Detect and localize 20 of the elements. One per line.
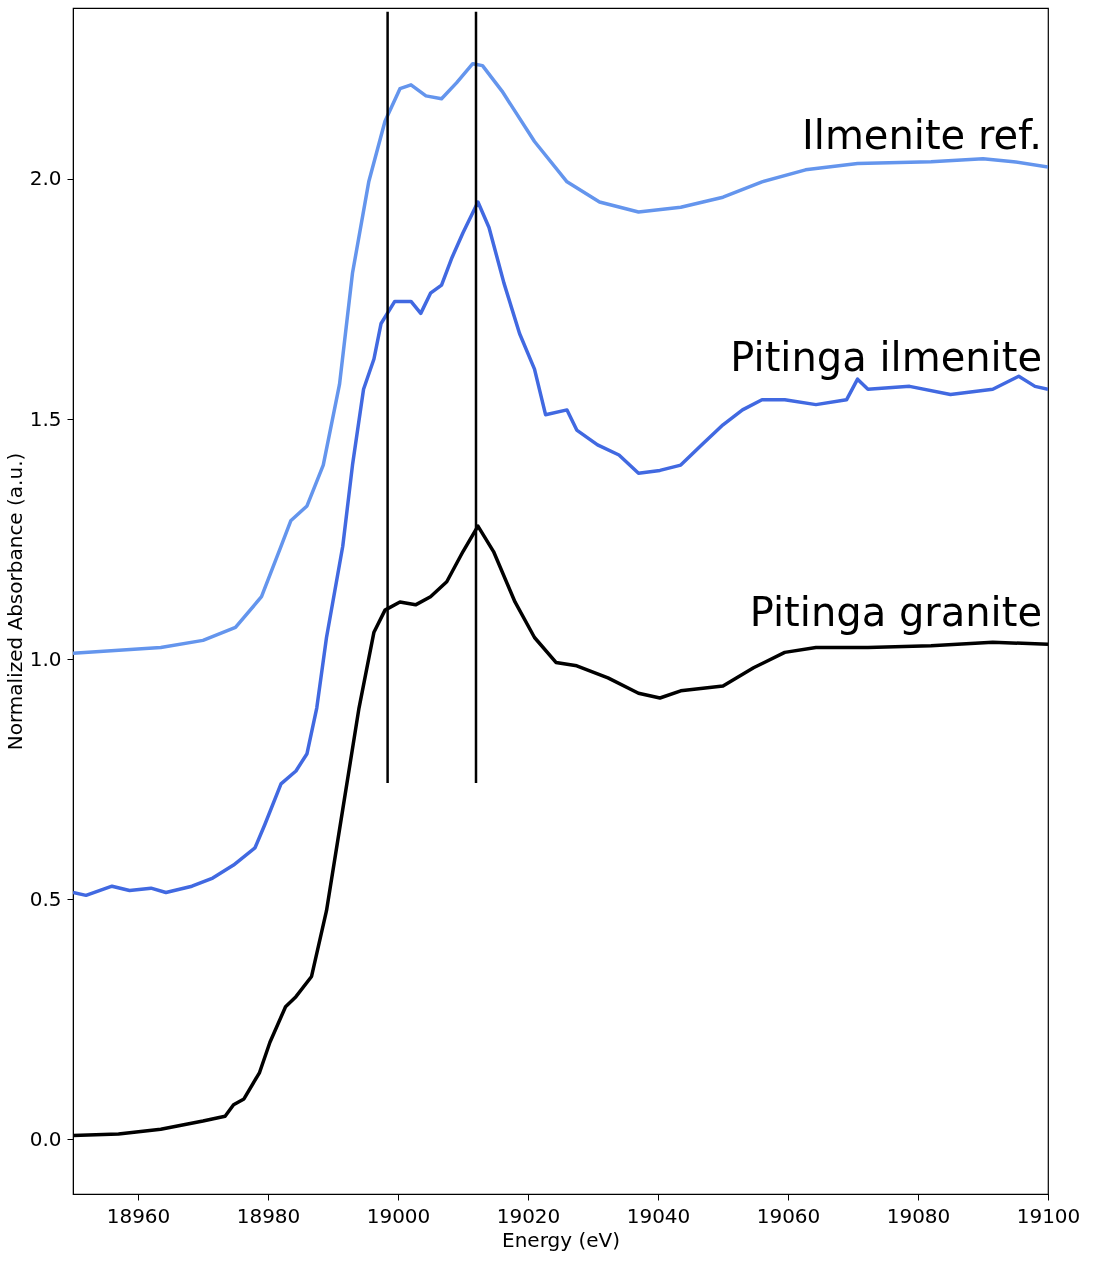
x-tick-label: 19100: [1016, 1203, 1081, 1228]
line-series: [73, 61, 1048, 656]
x-axis-title: Energy (eV): [502, 1227, 620, 1252]
x-tick-label: 19060: [756, 1203, 821, 1228]
series-label: Pitinga granite: [749, 589, 1042, 636]
x-tick-label: 18960: [106, 1203, 171, 1228]
x-tick-label: 18980: [236, 1203, 301, 1228]
y-tick-label: 1.0: [29, 646, 62, 671]
y-tick-label: 2.0: [29, 166, 62, 191]
y-tick-label: 0.0: [29, 1126, 62, 1151]
series-label: Pitinga ilmenite: [730, 334, 1042, 381]
y-axis-title: Normalized Absorbance (a.u.): [2, 452, 27, 751]
series-label: Ilmenite ref.: [801, 111, 1042, 158]
line-series: [73, 200, 1048, 898]
y-tick-label: 0.5: [29, 886, 62, 911]
y-tick-label: 1.5: [29, 406, 62, 431]
x-tick-label: 19000: [366, 1203, 431, 1228]
x-tick-label: 19040: [626, 1203, 691, 1228]
x-tick-label: 19020: [496, 1203, 561, 1228]
x-tick-label: 19080: [886, 1203, 951, 1228]
